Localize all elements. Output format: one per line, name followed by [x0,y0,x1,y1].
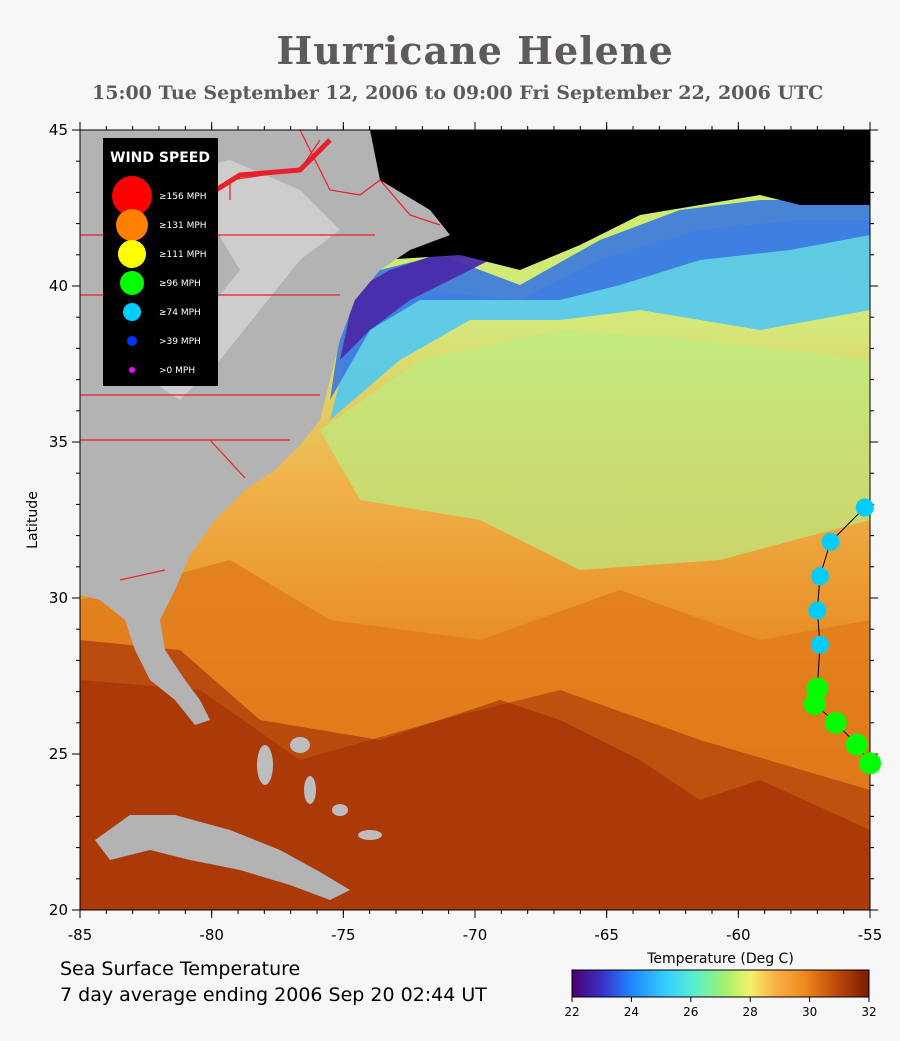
map-title: Hurricane Helene [276,28,674,73]
track-line [814,507,871,764]
map-subtitle: 15:00 Tue September 12, 2006 to 09:00 Fr… [92,82,824,104]
legend-label: >39 MPH [159,337,201,347]
x-tick-label: -80 [199,926,224,944]
legend-box [103,138,218,386]
legend-label: ≥131 MPH [159,221,207,231]
caption-line-2: 7 day average ending 2006 Sep 20 02:44 U… [60,984,487,1006]
caption-line-1: Sea Surface Temperature [60,958,301,980]
track-point [808,601,827,620]
hurricane-track [803,498,881,775]
coldest-shelf-water [340,250,500,360]
us-canada-border [198,138,332,203]
temperature-colorbar: Temperature (Deg C) 22 24 26 28 30 32 [564,951,876,1019]
y-tick-label: 35 [49,433,68,451]
x-tick-label: -85 [68,926,93,944]
mid-cool-zone [320,330,870,570]
legend-swatch [118,240,146,268]
x-tick-label: -70 [463,926,488,944]
legend-swatch [120,271,144,295]
x-tick-label: -65 [594,926,619,944]
track-point [810,567,829,586]
track-point [821,532,840,551]
legend-label: ≥156 MPH [159,192,207,202]
wind-speed-legend: WIND SPEED ≥156 MPH ≥131 MPH ≥111 MPH ≥96 MP… [103,138,218,386]
legend-swatch [123,303,141,321]
x-tick-label: -75 [331,926,356,944]
colorbar-tick-label: 28 [743,1005,758,1019]
legend-swatch [129,367,135,373]
colorbar-tick-label: 22 [564,1005,579,1019]
colorbar-label: Temperature (Deg C) [646,951,794,967]
y-tick-label: 45 [49,121,68,139]
legend-swatch [112,176,152,216]
cold-shelf-water [330,200,870,400]
x-tick-label: -60 [726,926,751,944]
bahamas-islands [257,737,382,840]
y-tick-label: 40 [49,277,68,295]
y-tick-label: 25 [49,745,68,763]
legend-label: ≥111 MPH [159,250,207,260]
x-tick-label: -55 [858,926,883,944]
no-data-region [360,130,870,270]
legend-label: ≥96 MPH [159,279,201,289]
track-point [859,752,881,775]
y-tick-label: 30 [49,589,68,607]
legend-label: ≥74 MPH [159,308,201,318]
cuba-landmass [95,815,350,900]
colorbar-tick-label: 24 [624,1005,639,1019]
legend-swatch [127,336,137,346]
colorbar-tick-label: 30 [802,1005,817,1019]
map-plot-area [80,130,870,910]
colorbar-gradient [571,969,870,998]
map-axes: -85 -80 -75 -70 -65 -60 -55 20 25 30 35 40 45 Latitud… [25,121,882,944]
track-point [803,693,826,716]
track-point [855,498,874,517]
legend-title: WIND SPEED [110,150,210,166]
legend-swatch [116,209,148,241]
legend-label: >0 MPH [159,366,195,376]
colorbar-tick-label: 26 [683,1005,698,1019]
cool-shelf-water [330,220,870,420]
track-point [810,635,829,654]
track-point [824,711,847,734]
gulf-warm-zone [80,640,870,910]
colorbar-tick-label: 32 [861,1005,876,1019]
track-point [845,733,868,756]
y-tick-label: 20 [49,901,68,919]
y-axis-label: Latitude [25,491,41,549]
